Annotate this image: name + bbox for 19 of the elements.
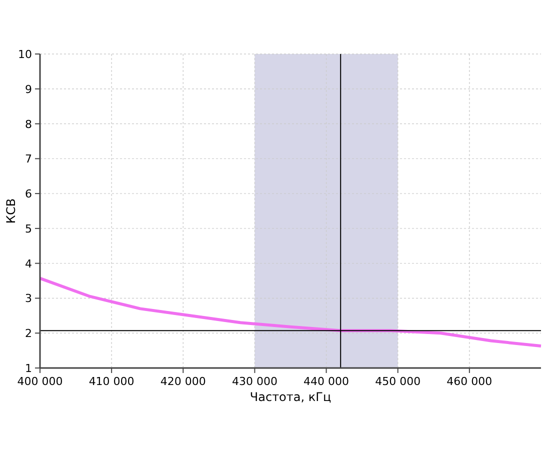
y-tick-label: 10 [18, 48, 32, 61]
y-tick-label: 4 [25, 257, 32, 270]
y-axis-title: КСВ [4, 198, 18, 224]
y-tick-label: 9 [25, 82, 32, 96]
y-tick-label: 5 [25, 222, 32, 236]
x-axis-title: Частота, кГц [250, 390, 332, 404]
y-tick-label: 1 [25, 362, 32, 375]
y-tick-label: 7 [25, 152, 32, 166]
x-tick-label: 410 000 [88, 375, 134, 388]
x-tick-label: 460 000 [446, 375, 492, 388]
x-tick-label: 420 000 [160, 375, 206, 388]
y-tick-label: 3 [25, 292, 32, 306]
x-tick-label: 440 000 [304, 375, 350, 388]
x-tick-label: 450 000 [375, 375, 421, 388]
x-tick-label: 430 000 [232, 375, 278, 388]
y-tick-label: 6 [25, 188, 32, 201]
y-tick-label: 2 [25, 327, 32, 340]
x-tick-label: 400 000 [17, 375, 63, 388]
y-tick-label: 8 [25, 118, 32, 131]
